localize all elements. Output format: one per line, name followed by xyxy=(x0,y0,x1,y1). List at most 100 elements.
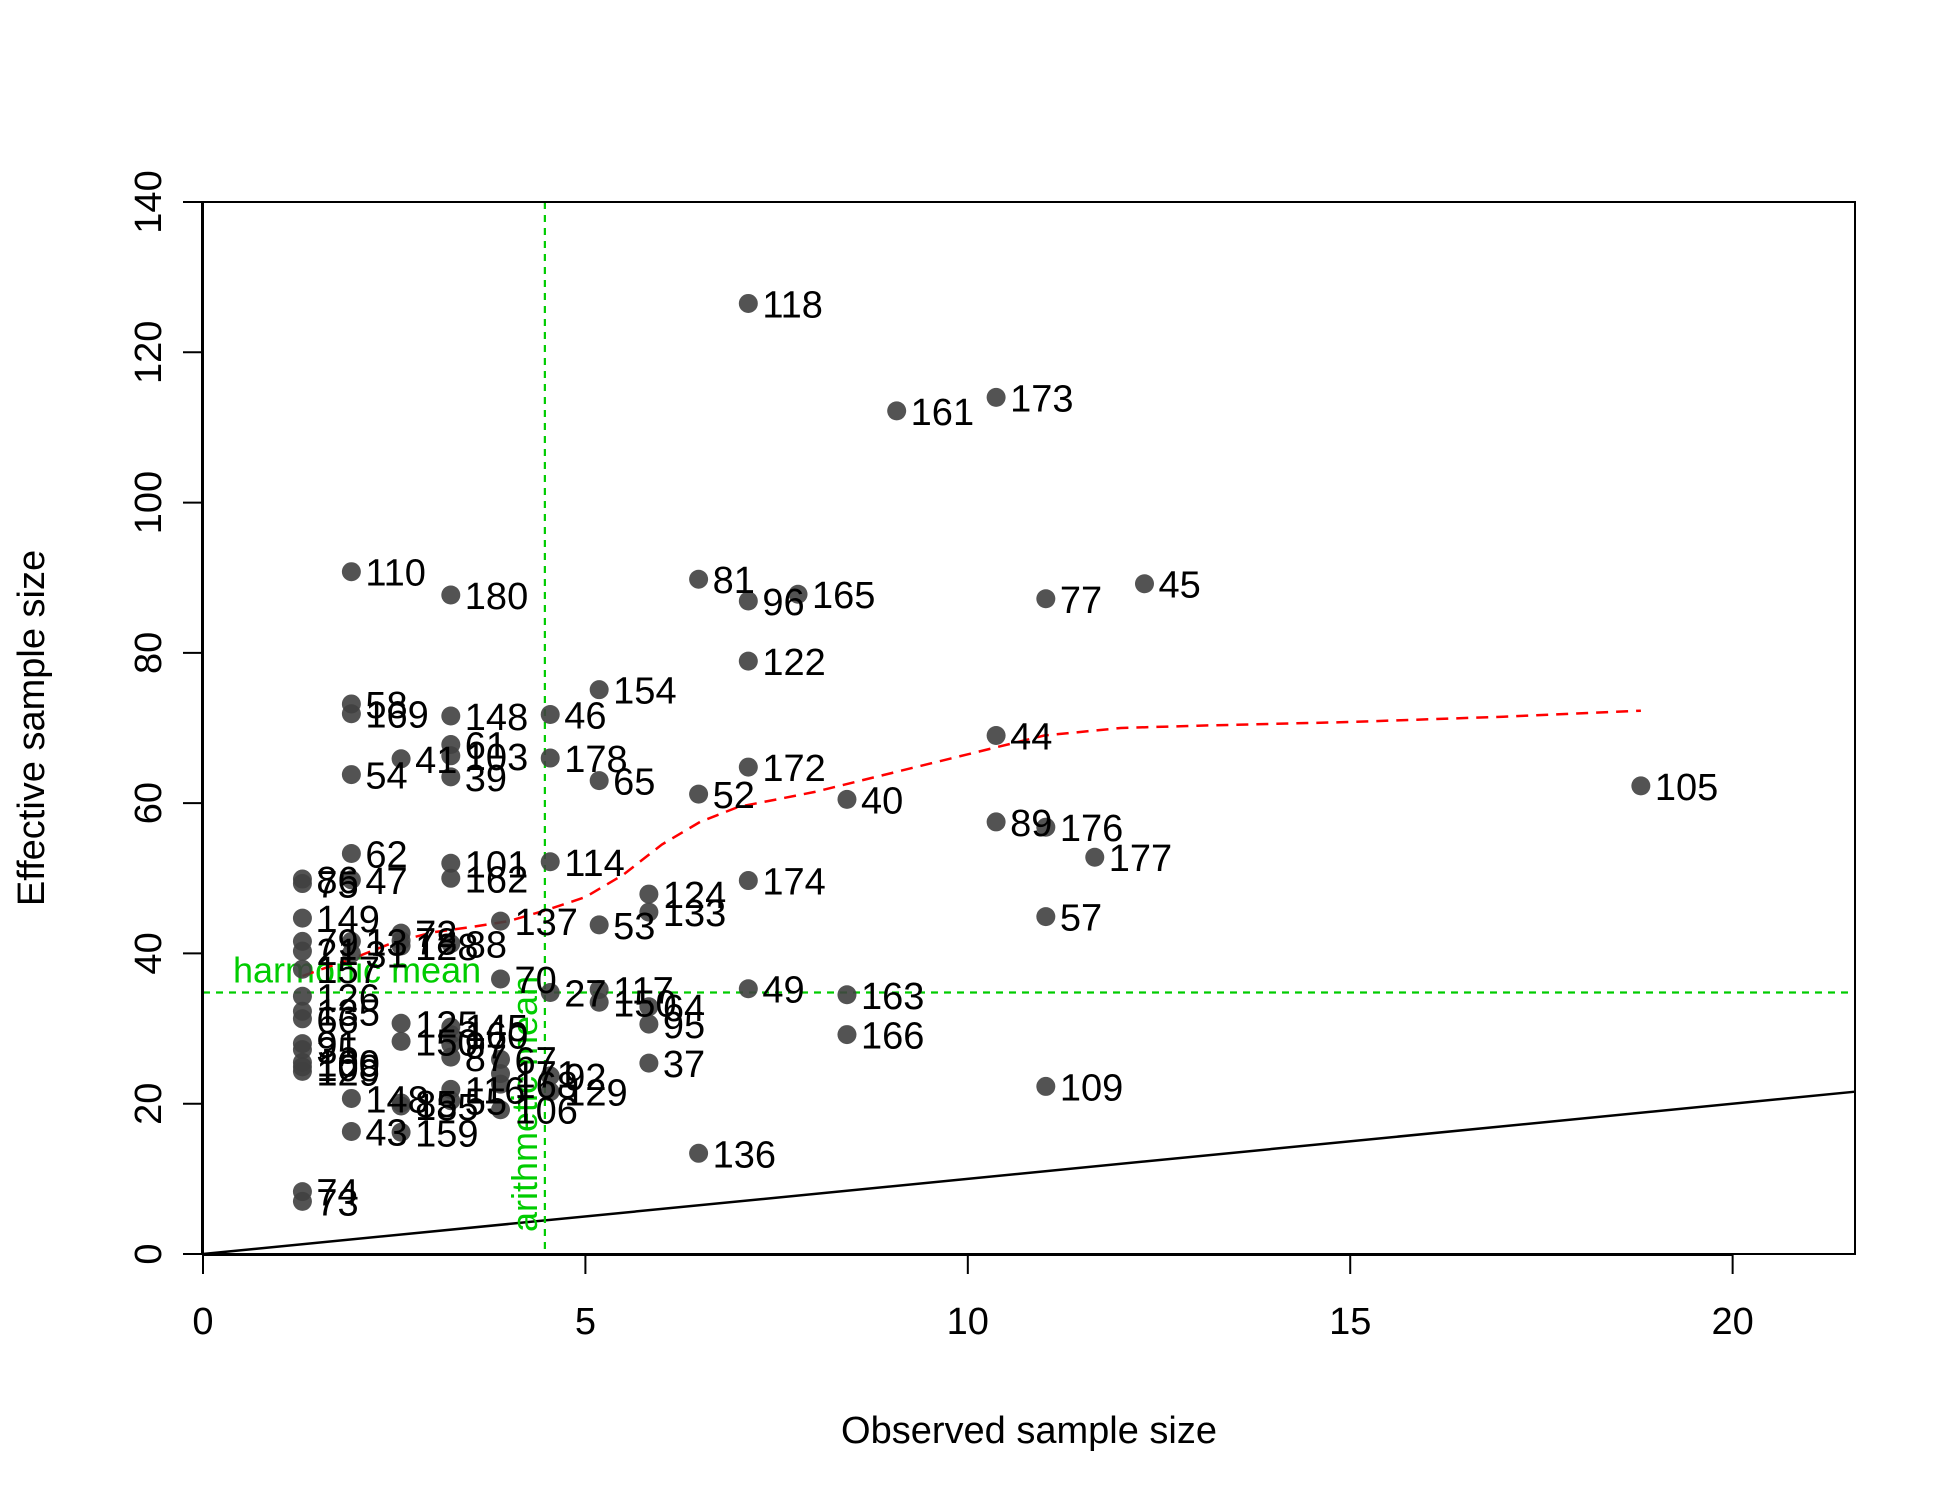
data-point xyxy=(441,1091,461,1111)
data-point xyxy=(491,1100,511,1120)
point-label: 66 xyxy=(316,1000,358,1042)
point-label: 75 xyxy=(316,865,358,907)
data-point xyxy=(391,1013,411,1033)
x-tick-label: 0 xyxy=(192,1301,213,1343)
point-label: 61 xyxy=(465,726,507,768)
point-label: 79 xyxy=(316,922,358,964)
data-point xyxy=(639,1014,659,1034)
data-point xyxy=(391,1122,411,1142)
point-label: 58 xyxy=(365,685,407,727)
x-axis: 0 5 10 15 20 xyxy=(192,1254,1754,1343)
data-point xyxy=(491,969,511,989)
point-label: 92 xyxy=(564,1057,606,1099)
point-label: 64 xyxy=(663,988,705,1030)
x-tick-label: 5 xyxy=(575,1301,596,1343)
y-tick-label: 60 xyxy=(128,782,170,824)
point-label: 72 xyxy=(415,914,457,956)
data-point xyxy=(341,765,361,785)
data-point xyxy=(441,1047,461,1067)
data-point xyxy=(1036,907,1056,927)
point-label: 168 xyxy=(515,1065,578,1107)
point-label: 161 xyxy=(911,392,974,434)
data-point xyxy=(887,401,907,421)
y-tick-label: 140 xyxy=(128,170,170,233)
data-point xyxy=(540,704,560,724)
x-tick-label: 10 xyxy=(947,1301,989,1343)
data-point xyxy=(341,1088,361,1108)
point-label: 53 xyxy=(613,906,655,948)
point-label: 105 xyxy=(1655,767,1718,809)
data-point xyxy=(738,757,758,777)
data-point xyxy=(341,1122,361,1142)
points-layer xyxy=(292,293,1651,1211)
data-point xyxy=(292,941,312,961)
point-label: 67 xyxy=(515,1040,557,1082)
data-point xyxy=(738,979,758,999)
point-label: 108 xyxy=(316,1048,379,1090)
data-point xyxy=(441,934,461,954)
point-label: 163 xyxy=(861,976,924,1018)
point-label: 44 xyxy=(1010,717,1052,759)
point-label: 149 xyxy=(316,899,379,941)
data-point xyxy=(1631,776,1651,796)
point-label: 162 xyxy=(465,859,528,901)
point-label: 65 xyxy=(613,762,655,804)
data-point xyxy=(986,387,1006,407)
point-label: 13 xyxy=(365,922,407,964)
point-label: 150 xyxy=(415,1022,478,1064)
arithmetic-mean-label: arithmetic mean xyxy=(504,976,545,1232)
point-label: 129 xyxy=(316,1052,379,1094)
point-label: 74 xyxy=(316,1173,358,1215)
smooth-curve-layer xyxy=(301,709,1641,978)
data-point xyxy=(1036,817,1056,837)
point-label: 37 xyxy=(663,1044,705,1086)
data-point xyxy=(689,1143,709,1163)
point-label: 100 xyxy=(316,1043,379,1085)
point-label: 21 xyxy=(316,932,358,974)
point-label: 95 xyxy=(663,1005,705,1047)
point-label: 157 xyxy=(316,950,379,992)
data-point xyxy=(837,1025,857,1045)
data-point xyxy=(292,986,312,1006)
point-label: 173 xyxy=(1010,378,1073,420)
y-tick-label: 20 xyxy=(128,1083,170,1125)
point-label: 133 xyxy=(663,893,726,935)
point-label: 47 xyxy=(365,861,407,903)
data-point xyxy=(738,591,758,611)
point-label: 178 xyxy=(564,739,627,781)
point-label: 54 xyxy=(365,756,407,798)
point-label: 180 xyxy=(465,576,528,618)
data-point xyxy=(441,706,461,726)
point-label: 169 xyxy=(365,695,428,737)
point-label: 77 xyxy=(1060,580,1102,622)
data-point xyxy=(292,874,312,894)
data-point xyxy=(986,726,1006,746)
point-label: 118 xyxy=(762,284,823,326)
point-label: 165 xyxy=(812,575,875,617)
point-label: 148 xyxy=(365,1079,428,1121)
data-point xyxy=(1036,1076,1056,1096)
point-label: 114 xyxy=(564,843,625,885)
point-label: 126 xyxy=(316,977,379,1019)
data-point xyxy=(837,789,857,809)
point-label: 174 xyxy=(762,862,825,904)
y-tick-label: 40 xyxy=(128,932,170,974)
y-tick-label: 80 xyxy=(128,632,170,674)
point-label: 70 xyxy=(515,960,557,1002)
point-label: 135 xyxy=(316,992,379,1034)
data-point xyxy=(788,584,808,604)
data-point xyxy=(589,680,609,700)
data-point xyxy=(292,1009,312,1029)
data-point xyxy=(986,812,1006,832)
identity-line xyxy=(202,1090,1856,1256)
data-point xyxy=(441,868,461,888)
data-point xyxy=(540,1082,560,1102)
data-point xyxy=(738,871,758,891)
data-point xyxy=(391,936,411,956)
point-label: 86 xyxy=(316,860,358,902)
data-point xyxy=(441,767,461,787)
data-point xyxy=(491,1049,511,1069)
point-label: 97 xyxy=(465,1025,507,1067)
point-label: 128 xyxy=(415,927,478,969)
